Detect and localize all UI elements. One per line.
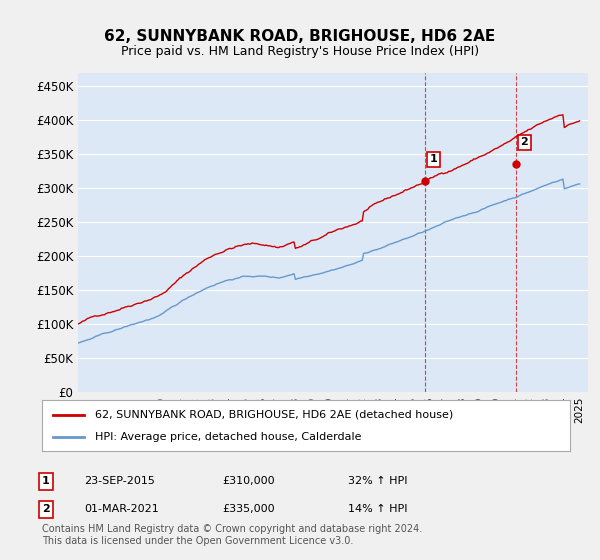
Text: 1: 1	[42, 477, 50, 487]
Text: 2: 2	[521, 137, 529, 147]
Text: 01-MAR-2021: 01-MAR-2021	[84, 505, 159, 515]
Text: 62, SUNNYBANK ROAD, BRIGHOUSE, HD6 2AE (detached house): 62, SUNNYBANK ROAD, BRIGHOUSE, HD6 2AE (…	[95, 409, 453, 419]
Text: HPI: Average price, detached house, Calderdale: HPI: Average price, detached house, Cald…	[95, 432, 361, 442]
Text: £310,000: £310,000	[222, 477, 275, 487]
Text: 1: 1	[430, 155, 437, 165]
Text: Price paid vs. HM Land Registry's House Price Index (HPI): Price paid vs. HM Land Registry's House …	[121, 45, 479, 58]
Text: Contains HM Land Registry data © Crown copyright and database right 2024.
This d: Contains HM Land Registry data © Crown c…	[42, 524, 422, 546]
Text: 32% ↑ HPI: 32% ↑ HPI	[348, 477, 407, 487]
Text: 14% ↑ HPI: 14% ↑ HPI	[348, 505, 407, 515]
Text: 2: 2	[42, 505, 50, 515]
Text: 62, SUNNYBANK ROAD, BRIGHOUSE, HD6 2AE: 62, SUNNYBANK ROAD, BRIGHOUSE, HD6 2AE	[104, 29, 496, 44]
Text: 23-SEP-2015: 23-SEP-2015	[84, 477, 155, 487]
Text: £335,000: £335,000	[222, 505, 275, 515]
